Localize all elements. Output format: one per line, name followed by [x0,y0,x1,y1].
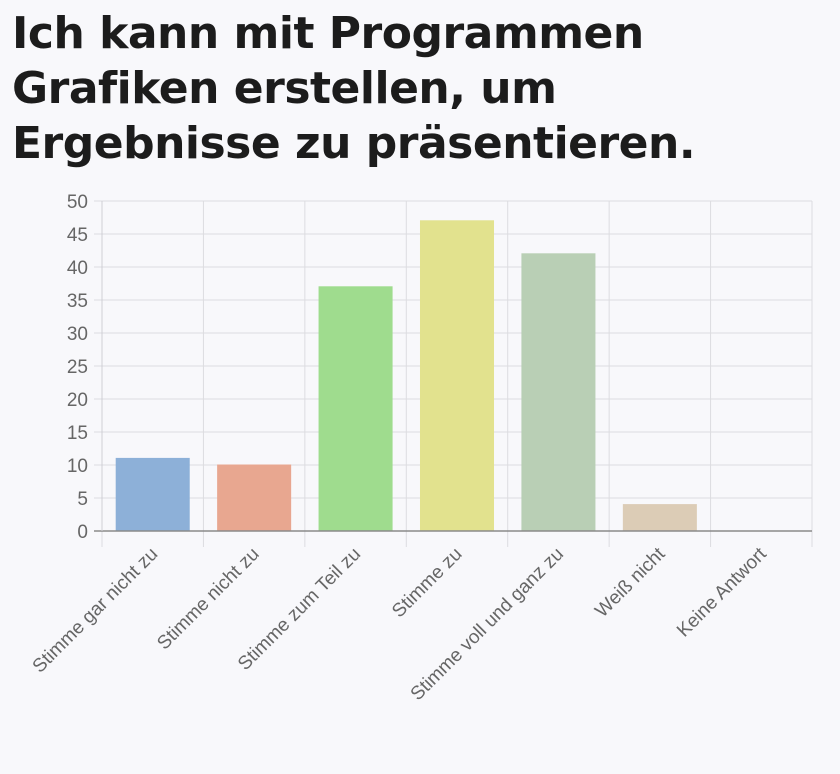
y-tick-label: 10 [67,456,88,477]
y-tick-label: 5 [77,489,88,510]
bar[interactable] [622,504,697,532]
bar[interactable] [115,457,190,532]
y-tick-label: 45 [67,225,88,246]
chart-title: Ich kann mit Programmen Grafiken erstell… [12,8,696,169]
y-tick-label: 35 [67,291,88,312]
bar[interactable] [521,253,596,532]
x-category-label: Keine Antwort [673,543,771,641]
axes [94,201,812,532]
y-tick-label: 40 [67,258,88,279]
y-tick-label: 15 [67,423,88,444]
bars [115,220,697,532]
x-category-label: Stimme gar nicht zu [29,544,163,678]
x-category-label: Stimme zu [388,544,466,622]
y-tick-label: 50 [67,192,88,213]
x-category-label: Stimme nicht zu [153,544,263,654]
bar[interactable] [419,220,495,532]
y-tick-label: 30 [67,324,88,345]
y-tick-label: 0 [77,522,88,543]
bar[interactable] [318,286,393,532]
y-tick-label: 20 [67,390,88,411]
y-axis-tick-labels: 0 5 10 15 20 25 30 35 40 45 50 [67,192,88,543]
bar[interactable] [217,464,292,532]
y-tick-label: 25 [67,357,88,378]
x-category-label: Weiß nicht [591,543,670,622]
